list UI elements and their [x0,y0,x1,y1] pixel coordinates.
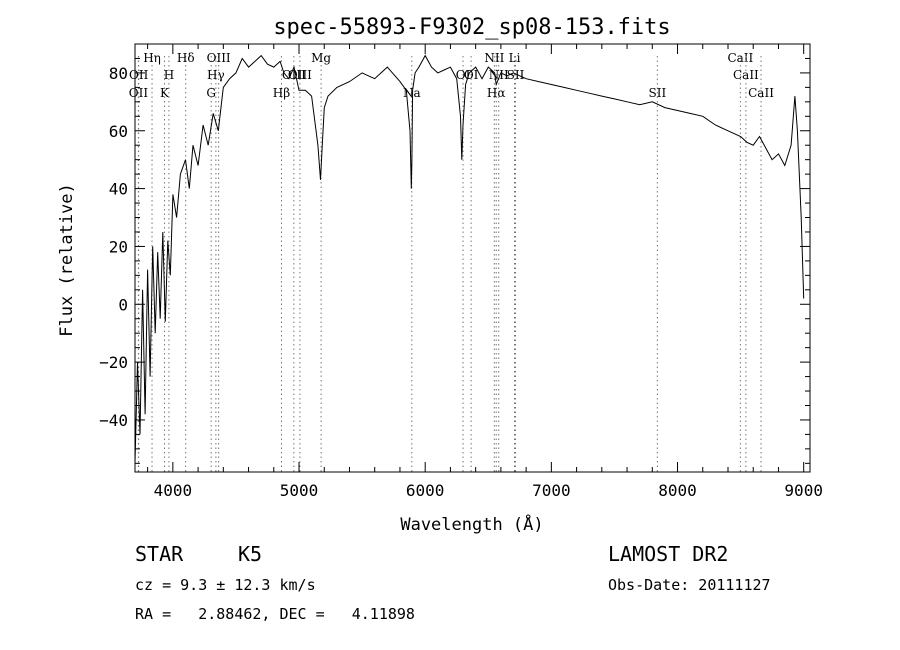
y-tick-label: 40 [109,180,128,199]
y-tick-label: −20 [99,353,128,372]
x-tick-label: 7000 [532,481,571,500]
line-marker-label: Hβ [273,86,290,100]
x-tick-label: 4000 [154,481,193,500]
line-marker-label: Li [509,51,521,65]
line-marker-label: CaII [733,68,759,82]
y-tick-label: 20 [109,237,128,256]
line-marker-label: SII [648,86,666,100]
line-marker-label: Hγ [207,68,225,82]
survey-name: LAMOST DR2 [608,542,729,566]
y-tick-label: 60 [109,122,128,141]
y-tick-label: 80 [109,64,128,83]
x-tick-label: 8000 [658,481,697,500]
line-marker-label: Mg [311,51,331,65]
chart-title: spec-55893-F9302_sp08-153.fits [273,15,670,40]
line-marker-label: OIII [207,51,231,65]
x-tick-label: 6000 [406,481,445,500]
object-class: STAR [135,542,184,566]
line-marker-label: Hδ [177,51,195,65]
y-tick-label: 0 [118,295,128,314]
line-marker-label: CaII [727,51,753,65]
line-marker-label: H [164,68,174,82]
line-marker-label: Na [403,86,421,100]
line-marker-label: CaII [748,86,774,100]
x-axis-ticks: 4000 5000 6000 7000 8000 9000 [147,44,823,500]
redshift-line: cz = 9.3 ± 12.3 km/s [135,576,316,594]
x-axis-label: Wavelength (Å) [400,513,543,535]
line-marker-label: Hη [143,51,161,65]
y-axis-label: Flux (relative) [57,183,77,337]
spectrum-line [134,54,805,464]
line-marker-label: G [206,86,216,100]
line-marker-label: NII [484,51,504,65]
line-marker-label: K [160,86,170,100]
obs-date: Obs-Date: 20111127 [608,576,771,594]
line-marker-label: SII [507,68,525,82]
coordinates-line: RA = 2.88462, DEC = 4.11898 [135,605,415,623]
y-tick-label: −40 [99,411,128,430]
y-axis-ticks: −40 −20 0 20 40 60 80 [99,43,810,464]
x-tick-label: 5000 [280,481,319,500]
plot-frame [134,43,811,473]
object-subclass: K5 [238,542,263,566]
line-marker-label: OII [129,68,149,82]
emission-line-markers: OIIOIIHηKHHδGHγOIIIHβOIIIOIIIMgNaOIOINII… [129,51,774,472]
line-marker-label: Hα [487,86,506,100]
x-tick-label: 9000 [784,481,823,500]
line-marker-label: OI [464,68,479,82]
line-marker-label: OIII [288,68,312,82]
line-marker-label: OI [456,68,471,82]
